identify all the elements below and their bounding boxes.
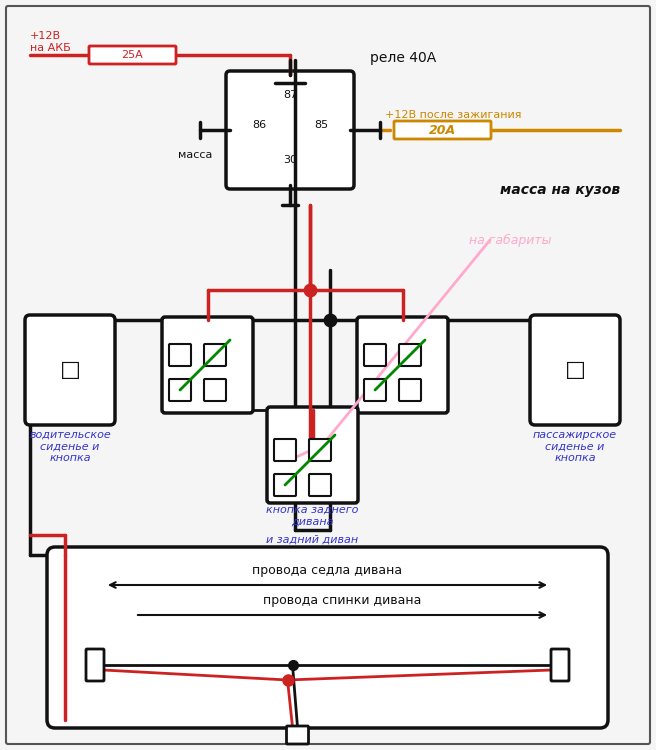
FancyBboxPatch shape	[162, 317, 253, 413]
FancyBboxPatch shape	[169, 344, 191, 366]
FancyBboxPatch shape	[47, 547, 608, 728]
Text: □: □	[565, 360, 586, 380]
FancyBboxPatch shape	[86, 649, 104, 681]
Text: масса на кузов: масса на кузов	[500, 183, 620, 197]
FancyBboxPatch shape	[169, 379, 191, 401]
Text: провода спинки дивана: провода спинки дивана	[263, 594, 422, 607]
FancyBboxPatch shape	[226, 71, 354, 189]
FancyBboxPatch shape	[267, 407, 358, 503]
FancyBboxPatch shape	[6, 6, 650, 744]
FancyBboxPatch shape	[364, 379, 386, 401]
FancyBboxPatch shape	[25, 315, 115, 425]
Text: кнопка заднего
дивана: кнопка заднего дивана	[266, 505, 359, 526]
FancyBboxPatch shape	[551, 649, 569, 681]
FancyBboxPatch shape	[309, 439, 331, 461]
Text: пассажирское
сиденье и
кнопка: пассажирское сиденье и кнопка	[533, 430, 617, 464]
FancyBboxPatch shape	[204, 344, 226, 366]
Text: 87: 87	[283, 90, 297, 100]
Text: и задний диван: и задний диван	[266, 535, 359, 545]
FancyBboxPatch shape	[530, 315, 620, 425]
Text: □: □	[60, 360, 81, 380]
Text: 85: 85	[314, 120, 328, 130]
Text: провода седла дивана: провода седла дивана	[253, 564, 403, 577]
FancyBboxPatch shape	[204, 379, 226, 401]
Text: 20А: 20А	[429, 124, 456, 136]
Text: +12В после зажигания: +12В после зажигания	[385, 110, 522, 120]
Text: водительское
сиденье и
кнопка: водительское сиденье и кнопка	[29, 430, 111, 464]
FancyBboxPatch shape	[394, 121, 491, 139]
Text: на габариты: на габариты	[469, 233, 551, 247]
Text: 86: 86	[252, 120, 266, 130]
FancyBboxPatch shape	[274, 474, 296, 496]
FancyBboxPatch shape	[399, 344, 421, 366]
Text: +12В
на АКБ: +12В на АКБ	[30, 32, 71, 53]
FancyBboxPatch shape	[364, 344, 386, 366]
FancyBboxPatch shape	[399, 379, 421, 401]
Text: реле 40А: реле 40А	[370, 51, 436, 65]
FancyBboxPatch shape	[309, 474, 331, 496]
Text: масса: масса	[178, 150, 212, 160]
FancyBboxPatch shape	[357, 317, 448, 413]
Text: 30: 30	[283, 155, 297, 165]
FancyBboxPatch shape	[89, 46, 176, 64]
FancyBboxPatch shape	[274, 439, 296, 461]
FancyBboxPatch shape	[287, 726, 308, 744]
Text: 25А: 25А	[121, 50, 144, 60]
